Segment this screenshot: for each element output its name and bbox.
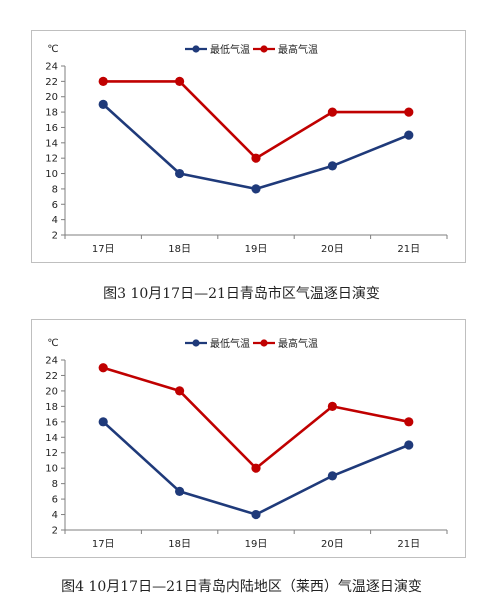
data-point <box>175 76 185 86</box>
data-point <box>175 168 185 179</box>
legend-marker <box>192 45 200 53</box>
data-point <box>175 486 185 496</box>
data-point <box>327 471 337 481</box>
legend-label: 最低气温 <box>210 43 250 56</box>
x-tick-label: 17日 <box>92 539 115 550</box>
chart-panel-1: 2 4 6 8 10 12 14 16 18 20 22 24 17日 18日 19日 20日 21日 ℃ 最低气温… <box>31 30 466 263</box>
series-line <box>102 103 410 191</box>
legend-label: 最高气温 <box>278 43 318 56</box>
legend-marker <box>260 45 268 53</box>
data-point <box>175 386 185 396</box>
y-tick-label: 18 <box>45 108 58 119</box>
y-tick-label: 24 <box>45 356 58 367</box>
data-point <box>251 509 261 520</box>
data-point <box>404 107 414 117</box>
data-point <box>327 401 337 411</box>
data-point <box>404 130 414 140</box>
y-unit-label: ℃ <box>47 44 58 55</box>
x-tick-label: 19日 <box>245 539 268 550</box>
y-tick-label: 14 <box>45 433 58 444</box>
data-point <box>98 363 108 373</box>
y-tick-label: 6 <box>52 495 58 506</box>
x-tick-label: 20日 <box>321 539 344 550</box>
y-tick-label: 24 <box>45 62 58 73</box>
y-tick-label: 8 <box>52 479 58 490</box>
y-tick-label: 20 <box>45 386 58 397</box>
data-point <box>404 440 414 450</box>
y-unit-label: ℃ <box>47 338 58 349</box>
data-point <box>251 153 261 163</box>
data-point <box>327 161 337 171</box>
y-tick-label: 2 <box>52 231 58 242</box>
y-tick-label: 10 <box>45 169 58 180</box>
x-tick-label: 17日 <box>92 244 115 255</box>
y-tick-label: 18 <box>45 402 58 413</box>
y-tick-label: 16 <box>45 123 58 134</box>
data-point <box>98 76 108 86</box>
data-point <box>98 417 108 427</box>
y-tick-label: 6 <box>52 200 58 211</box>
x-tick-label: 20日 <box>321 244 344 255</box>
y-tick-label: 10 <box>45 464 58 475</box>
data-point <box>404 417 414 427</box>
y-tick-label: 20 <box>45 92 58 103</box>
y-tick-label: 8 <box>52 184 58 195</box>
x-tick-label: 21日 <box>397 539 420 550</box>
x-tick-label: 21日 <box>397 244 420 255</box>
legend-marker <box>260 339 268 347</box>
y-tick-label: 22 <box>45 371 58 382</box>
y-tick-label: 2 <box>52 526 58 537</box>
legend-label: 最高气温 <box>278 337 318 350</box>
y-tick-label: 14 <box>45 138 58 149</box>
y-tick-label: 16 <box>45 417 58 428</box>
chart-1-caption: 图3 10月17日—21日青岛市区气温逐日演变 <box>103 286 380 302</box>
data-point <box>251 463 261 473</box>
data-point <box>251 184 261 194</box>
legend-label: 最低气温 <box>210 337 250 350</box>
y-tick-label: 12 <box>45 154 58 165</box>
y-tick-label: 4 <box>52 215 58 226</box>
y-tick-label: 4 <box>52 510 58 521</box>
y-tick-label: 12 <box>45 448 58 459</box>
x-tick-label: 18日 <box>168 244 191 255</box>
chart-2-caption: 图4 10月17日—21日青岛内陆地区（莱西）气温逐日演变 <box>61 579 422 595</box>
data-point <box>98 99 108 110</box>
series-line <box>102 366 410 470</box>
x-tick-label: 19日 <box>245 244 268 255</box>
legend-marker <box>192 339 200 347</box>
y-tick-label: 22 <box>45 77 58 88</box>
data-point <box>327 107 337 117</box>
x-tick-label: 18日 <box>168 539 191 550</box>
chart-panel-2: 2 4 6 8 10 12 14 16 18 20 22 24 17日 18日 19日 20日 21日 ℃ 最低气温… <box>31 319 466 558</box>
